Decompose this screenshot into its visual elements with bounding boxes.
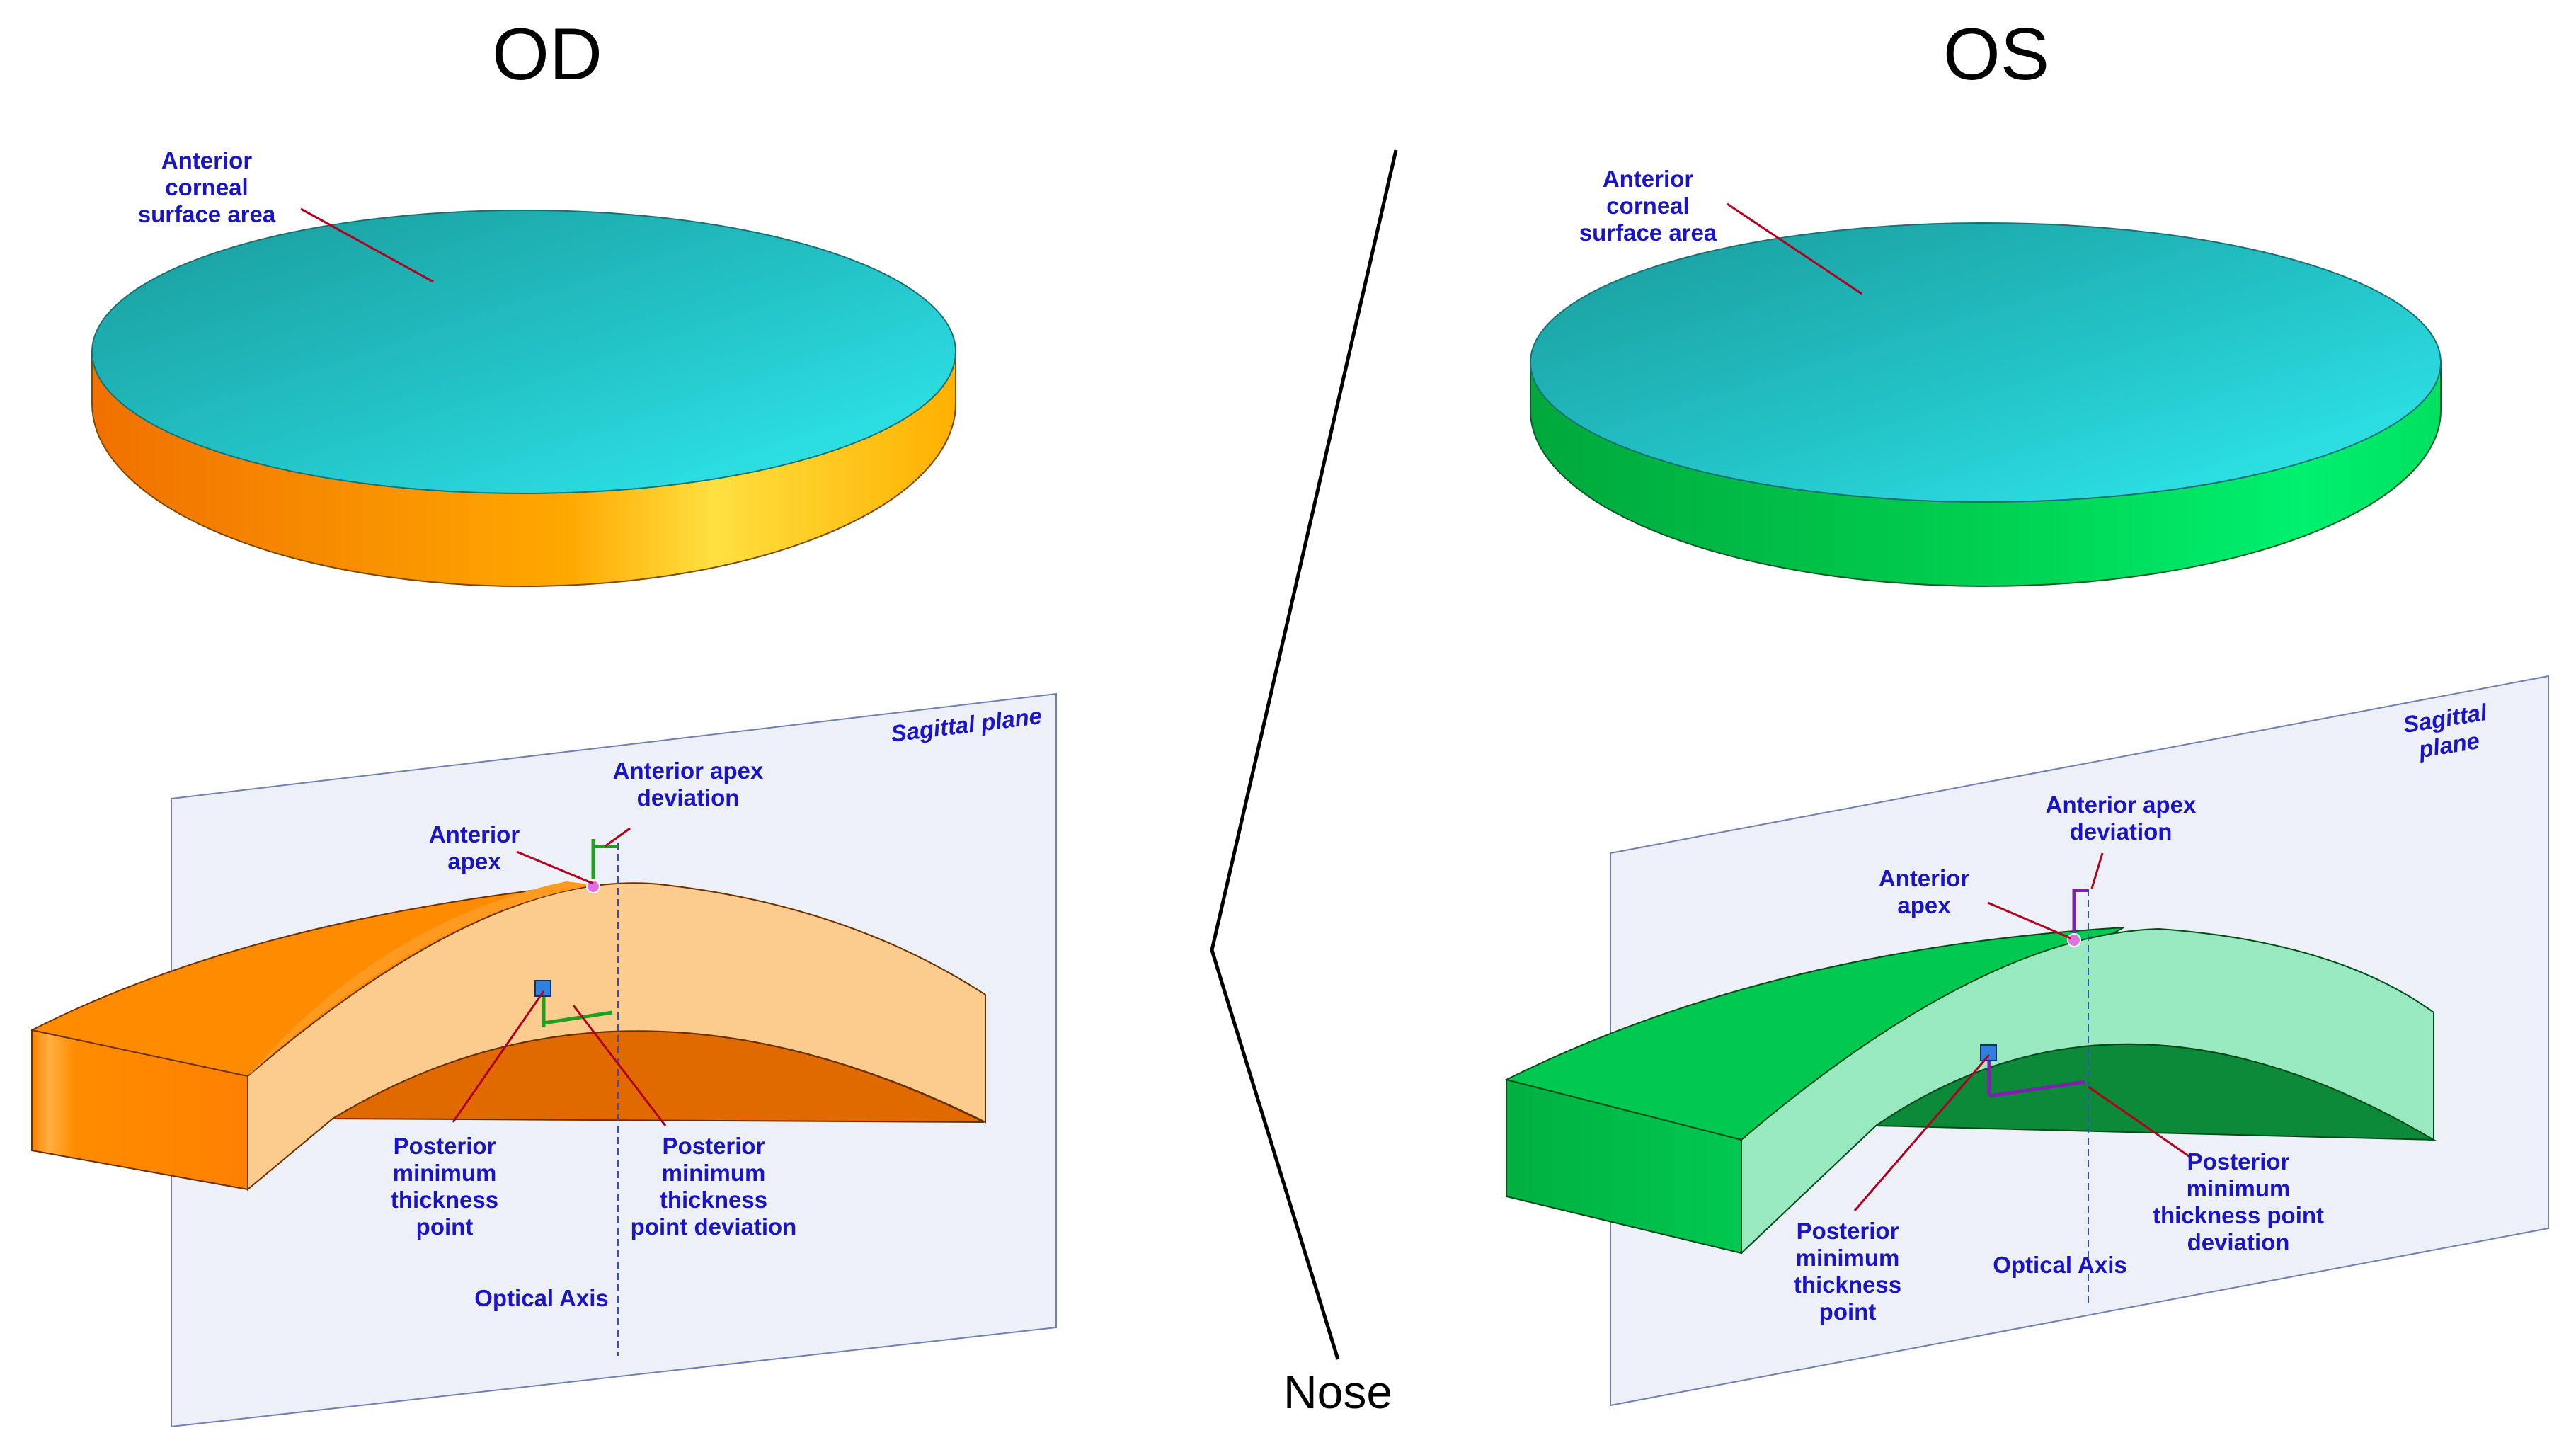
od-cross-section — [31, 881, 986, 1192]
od-title: OD — [492, 13, 602, 96]
od-front-face — [31, 1029, 248, 1191]
od-disc-top — [91, 210, 956, 494]
os-outer-shell — [1504, 927, 2124, 1141]
od-posterior-min-label: Posterior minimum thickness point — [390, 1133, 499, 1240]
od-apex-deviation-label: Anterior apex deviation — [612, 758, 764, 811]
os-posterior-dev-label: Posterior minimum thickness point deviat… — [2152, 1148, 2325, 1255]
os-leaders — [1727, 202, 2192, 1211]
od-optical-axis-label: Optical Axis — [474, 1285, 609, 1311]
os-surface-label: Anterior corneal surface area — [1579, 166, 1717, 246]
nose-line — [1210, 149, 1398, 1360]
od-posterior-dev-label: Posterior minimum thickness point deviat… — [630, 1133, 797, 1240]
nose-label: Nose — [1283, 1366, 1393, 1418]
od-section-face — [247, 882, 986, 1192]
od-leaders — [300, 207, 667, 1126]
os-posterior-min-label: Posterior minimum thickness point — [1793, 1218, 1902, 1325]
os-cross-section — [1504, 927, 2437, 1255]
od-surface-label: Anterior corneal surface area — [137, 147, 276, 227]
os-optical-axis-label: Optical Axis — [1993, 1252, 2127, 1278]
os-apex-marker — [2067, 889, 2088, 947]
os-apex-label: Anterior apex — [1878, 865, 1970, 918]
os-apex-deviation-label: Anterior apex deviation — [2045, 792, 2197, 845]
os-posterior-marker — [1980, 1044, 2085, 1098]
od-disc — [91, 210, 956, 587]
os-section-face — [1741, 927, 2434, 1255]
os-disc — [1530, 222, 2442, 587]
os-front-face — [1506, 1078, 1742, 1255]
os-title: OS — [1942, 13, 2050, 96]
os-disc-top — [1530, 222, 2442, 503]
od-posterior-marker — [534, 980, 613, 1027]
od-apex-label: Anterior apex — [428, 821, 520, 874]
